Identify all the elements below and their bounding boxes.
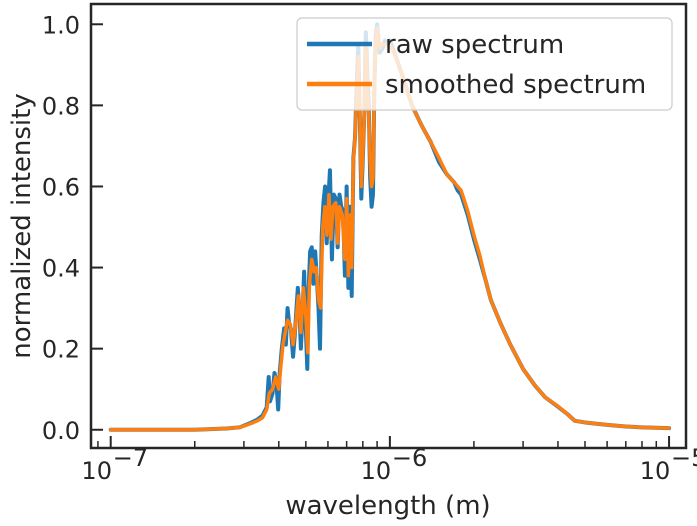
y-tick-label: 1.0 — [42, 11, 80, 39]
x-axis-ticks: 10−710−610−5 — [81, 436, 697, 485]
y-tick-label: 0.0 — [42, 417, 80, 445]
x-tick-label: 10 — [361, 457, 392, 485]
legend: raw spectrum smoothed spectrum — [296, 17, 673, 111]
x-tick-exponent: −6 — [392, 444, 427, 472]
y-axis-ticks: 0.0 0.2 0.4 0.6 0.8 1.0 — [42, 11, 103, 445]
legend-label-smoothed-spectrum: smoothed spectrum — [385, 70, 646, 100]
y-tick-label: 0.4 — [42, 255, 80, 283]
y-tick-label: 0.8 — [42, 92, 80, 120]
y-tick-label: 0.6 — [42, 173, 80, 201]
y-tick-label: 0.2 — [42, 336, 80, 364]
x-tick-label: 10 — [81, 457, 112, 485]
x-axis-label: wavelength (m) — [285, 491, 490, 521]
y-axis-label: normalized intensity — [7, 93, 37, 358]
x-tick-label: 10 — [640, 457, 671, 485]
legend-label-raw-spectrum: raw spectrum — [385, 30, 564, 60]
legend-box — [296, 17, 673, 111]
axes-frame — [89, 2, 688, 450]
x-tick-exponent: −5 — [671, 444, 697, 472]
x-tick-exponent: −7 — [113, 444, 148, 472]
